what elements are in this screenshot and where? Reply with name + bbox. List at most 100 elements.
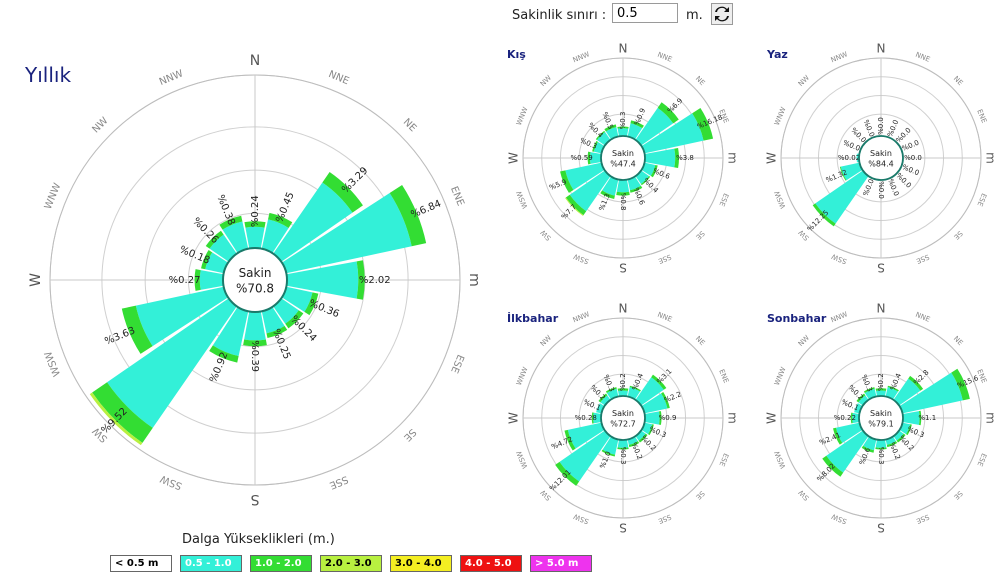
calm-label: Sakin xyxy=(870,409,892,418)
rose-petal xyxy=(244,221,266,228)
rose-petal xyxy=(618,390,628,397)
direction-label: SSE xyxy=(915,512,930,524)
rose-petal xyxy=(893,378,921,406)
rose-petal xyxy=(555,461,580,486)
direction-label: SE xyxy=(694,489,706,501)
direction-label: S xyxy=(250,491,259,507)
direction-label: WSW xyxy=(515,190,529,210)
direction-label: ESE xyxy=(975,452,987,467)
direction-label: NW xyxy=(90,115,110,135)
legend-item: 4.0 - 5.0 xyxy=(460,555,522,572)
direction-label: ENE xyxy=(975,108,988,124)
rose-petal xyxy=(674,147,679,169)
direction-label: W xyxy=(765,152,779,164)
rose-petal xyxy=(281,286,313,312)
rose-petal xyxy=(244,311,266,341)
rose-petal xyxy=(630,120,644,129)
calm-circle xyxy=(858,395,904,441)
direction-label: W xyxy=(28,273,44,287)
direction-label: N xyxy=(619,302,628,316)
rose-petal xyxy=(628,441,640,448)
percent-label: %0.4 xyxy=(889,372,903,392)
percent-label: %1.1 xyxy=(918,414,936,422)
rose-summer: %0.0 %0.0%0.0%0.0%0.0%0.0%0.0%0.0%0.0%0.0… xyxy=(765,42,998,275)
chart-title: Kış xyxy=(507,48,526,61)
direction-label: NNW xyxy=(572,50,591,64)
percent-label: %0.02 xyxy=(838,154,860,162)
threshold-input[interactable] xyxy=(612,3,678,23)
rose-petal xyxy=(861,445,875,453)
calm-circle xyxy=(858,135,904,181)
rose-petal xyxy=(602,176,619,196)
direction-label: W xyxy=(507,412,521,424)
direction-label: m xyxy=(726,152,740,164)
rose-petal xyxy=(565,162,605,191)
rose-petal xyxy=(650,164,658,178)
rose-petal xyxy=(595,130,606,141)
rose-petal xyxy=(569,170,611,212)
percent-label: %0.3 xyxy=(619,447,627,465)
percent-label: %0.1 xyxy=(582,398,602,412)
rose-petal xyxy=(840,162,863,181)
direction-label: NNE xyxy=(656,51,673,64)
direction-label: SW xyxy=(539,228,553,242)
direction-label: SSW xyxy=(830,512,848,525)
direction-label: NNW xyxy=(158,68,185,88)
rose-petal xyxy=(273,182,353,262)
legend-item: 2.0 - 3.0 xyxy=(320,555,382,572)
percent-label: %0.3 xyxy=(579,137,599,151)
direction-label: NW xyxy=(797,74,811,88)
rose-petal xyxy=(266,325,288,339)
rose-petal xyxy=(826,430,869,473)
rose-petal xyxy=(858,395,869,406)
percent-label: %0.6 xyxy=(858,446,872,466)
rose-petal xyxy=(627,387,641,400)
percent-label: %12.25 xyxy=(806,209,831,234)
rose-petal xyxy=(89,392,143,446)
rose-petal xyxy=(602,436,619,455)
direction-label: WSW xyxy=(43,349,63,377)
legend-item: > 5.0 m xyxy=(530,555,592,572)
refresh-button[interactable] xyxy=(711,3,733,25)
calm-value: %72.7 xyxy=(610,420,635,429)
direction-label: SSW xyxy=(572,252,590,265)
percent-label: %0.18 xyxy=(178,244,212,266)
rose-petal xyxy=(604,124,617,132)
rose-petal xyxy=(222,221,249,254)
rose-petal xyxy=(850,412,853,424)
calm-circle xyxy=(222,247,288,313)
rose-petal xyxy=(322,172,363,213)
rose-petal xyxy=(194,269,201,291)
rose-petal xyxy=(641,162,656,176)
calm-value: %79.1 xyxy=(868,420,893,429)
rose-petal xyxy=(856,393,866,403)
rose-petal xyxy=(261,306,285,334)
percent-label: %0.9 xyxy=(633,107,647,127)
percent-label: %0.4 xyxy=(631,372,645,392)
rose-petal xyxy=(261,219,289,254)
direction-label: N xyxy=(250,53,260,69)
rose-petal xyxy=(852,412,860,424)
percent-label: %0.38 xyxy=(214,193,236,227)
legend-item: 1.0 - 2.0 xyxy=(250,555,312,572)
percent-label: %0.3 xyxy=(648,425,668,439)
percent-label: %3.1 xyxy=(655,367,673,385)
direction-label: NE xyxy=(401,117,419,135)
rose-petal xyxy=(640,175,651,186)
rose-petal xyxy=(885,436,896,445)
direction-label: SE xyxy=(952,229,964,241)
rose-petal xyxy=(951,368,970,401)
direction-label: S xyxy=(619,521,627,535)
calm-label: Sakin xyxy=(239,266,272,280)
percent-label: %2.2 xyxy=(663,390,683,404)
rose-petal xyxy=(918,410,922,426)
rose-petal xyxy=(564,429,576,451)
rose-petal xyxy=(201,250,213,270)
calm-label: Sakin xyxy=(612,149,634,158)
direction-label: WSW xyxy=(773,450,787,470)
rose-petal xyxy=(812,203,836,227)
calm-label: Sakin xyxy=(612,409,634,418)
percent-label: %5.9 xyxy=(548,178,568,192)
direction-label: WNW xyxy=(515,106,530,127)
rose-petal xyxy=(627,123,643,140)
